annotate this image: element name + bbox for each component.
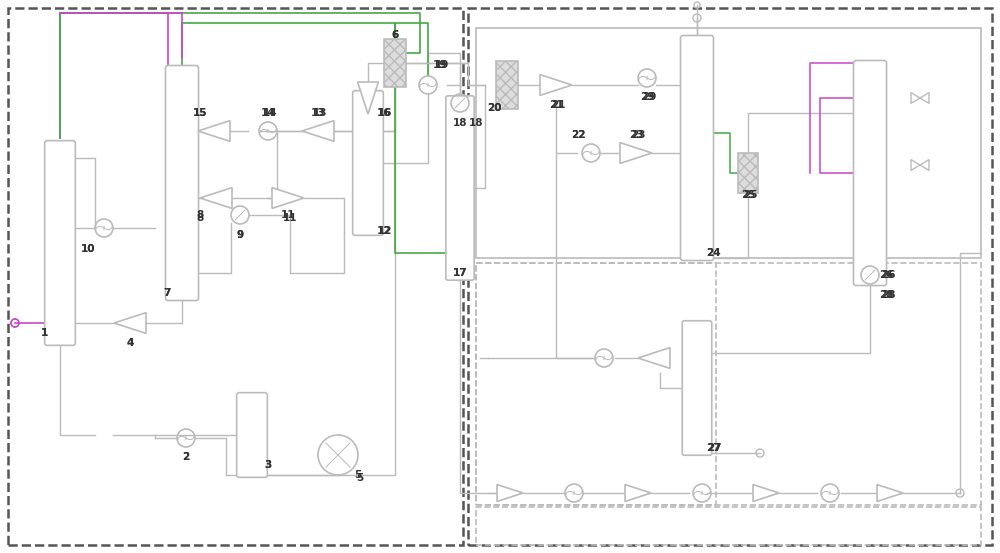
Text: 7: 7 xyxy=(163,288,171,298)
Text: 24: 24 xyxy=(706,248,720,258)
Polygon shape xyxy=(620,143,652,163)
Text: 23: 23 xyxy=(631,130,645,140)
Bar xyxy=(476,263,716,505)
Text: 20: 20 xyxy=(487,103,501,113)
Text: 4: 4 xyxy=(126,338,134,348)
Polygon shape xyxy=(638,348,670,368)
Bar xyxy=(476,28,981,258)
FancyBboxPatch shape xyxy=(853,60,887,285)
Text: 6: 6 xyxy=(391,30,399,40)
Text: 17: 17 xyxy=(453,268,467,278)
FancyBboxPatch shape xyxy=(45,140,75,345)
Text: 26: 26 xyxy=(881,270,895,280)
Text: 4: 4 xyxy=(126,338,134,348)
Text: 15: 15 xyxy=(193,108,207,118)
Text: 15: 15 xyxy=(193,108,207,118)
Text: 21: 21 xyxy=(549,100,563,110)
Polygon shape xyxy=(497,484,523,502)
Bar xyxy=(738,153,758,193)
Text: 3: 3 xyxy=(264,460,272,470)
Text: 13: 13 xyxy=(311,108,325,118)
Text: 28: 28 xyxy=(881,290,895,300)
Text: 25: 25 xyxy=(741,190,755,200)
Text: 3: 3 xyxy=(264,460,272,470)
Text: 2: 2 xyxy=(182,452,190,462)
Text: 8: 8 xyxy=(196,210,204,220)
Polygon shape xyxy=(753,484,779,502)
Text: 18: 18 xyxy=(453,118,467,128)
Text: 27: 27 xyxy=(706,443,720,453)
Text: 14: 14 xyxy=(263,108,277,118)
Polygon shape xyxy=(911,92,929,103)
Text: 8: 8 xyxy=(196,213,204,223)
Text: 9: 9 xyxy=(236,230,244,240)
Text: 5: 5 xyxy=(356,473,364,483)
Polygon shape xyxy=(302,121,334,142)
Text: 26: 26 xyxy=(879,270,893,280)
FancyBboxPatch shape xyxy=(680,35,714,260)
Text: 12: 12 xyxy=(378,226,392,236)
Polygon shape xyxy=(272,187,304,208)
Text: 19: 19 xyxy=(435,60,449,70)
FancyBboxPatch shape xyxy=(446,96,474,280)
Bar xyxy=(384,39,406,87)
Text: 27: 27 xyxy=(707,443,721,453)
Text: 19: 19 xyxy=(433,60,447,70)
Text: 25: 25 xyxy=(743,190,757,200)
Text: 16: 16 xyxy=(378,108,392,118)
Text: 23: 23 xyxy=(629,130,643,140)
Text: 28: 28 xyxy=(879,290,893,300)
Text: 21: 21 xyxy=(551,100,565,110)
Polygon shape xyxy=(114,312,146,333)
Text: 29: 29 xyxy=(642,92,656,102)
Polygon shape xyxy=(540,75,572,96)
Text: 2: 2 xyxy=(182,452,190,462)
FancyBboxPatch shape xyxy=(353,91,383,236)
Text: 22: 22 xyxy=(571,130,585,140)
Text: 1: 1 xyxy=(40,328,48,338)
Text: 10: 10 xyxy=(81,244,95,254)
Text: 10: 10 xyxy=(81,244,95,254)
Text: 5: 5 xyxy=(354,470,362,480)
Bar xyxy=(476,507,981,545)
Text: 14: 14 xyxy=(261,108,275,118)
Polygon shape xyxy=(911,160,929,170)
Polygon shape xyxy=(625,484,651,502)
Bar xyxy=(496,61,518,109)
Text: 17: 17 xyxy=(453,268,467,278)
Text: 24: 24 xyxy=(706,248,720,258)
Text: 11: 11 xyxy=(281,210,295,220)
Text: 18: 18 xyxy=(469,118,483,128)
FancyBboxPatch shape xyxy=(682,321,712,455)
Text: 12: 12 xyxy=(377,226,391,236)
FancyBboxPatch shape xyxy=(165,65,199,300)
Text: 1: 1 xyxy=(40,328,48,338)
Text: 13: 13 xyxy=(313,108,327,118)
Text: 20: 20 xyxy=(487,103,501,113)
Bar xyxy=(476,263,981,505)
Polygon shape xyxy=(200,187,232,208)
Polygon shape xyxy=(877,484,903,502)
Text: 11: 11 xyxy=(283,213,297,223)
Text: 9: 9 xyxy=(236,230,244,240)
Bar xyxy=(8,8,463,545)
Polygon shape xyxy=(198,121,230,142)
Text: 7: 7 xyxy=(163,288,171,298)
Bar xyxy=(468,8,992,545)
Text: 29: 29 xyxy=(640,92,654,102)
Text: 22: 22 xyxy=(571,130,585,140)
Text: 16: 16 xyxy=(377,108,391,118)
Polygon shape xyxy=(358,82,378,114)
FancyBboxPatch shape xyxy=(237,393,267,477)
Text: 6: 6 xyxy=(391,30,399,40)
